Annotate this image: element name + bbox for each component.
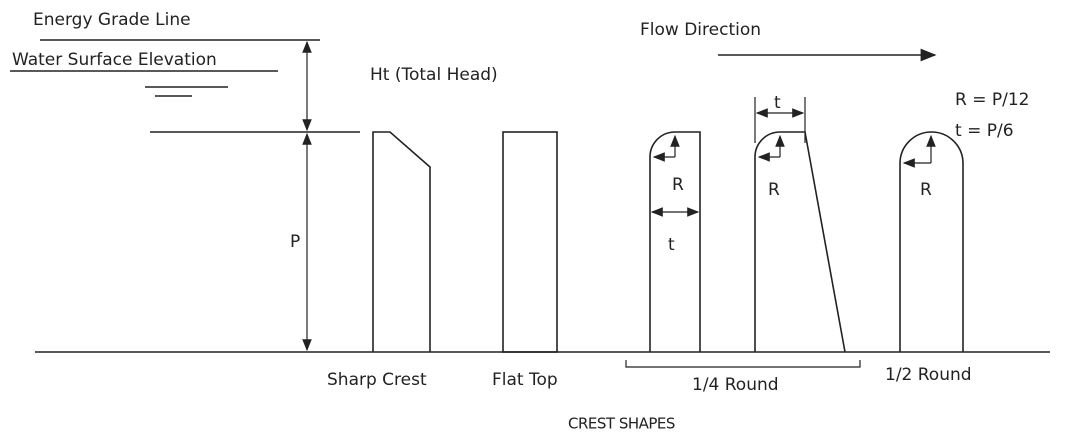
- formula: t = P/6: [955, 121, 1014, 141]
- crest-label: Flat Top: [492, 370, 558, 390]
- energy-grade-label: Energy Grade Line: [33, 10, 191, 30]
- total-head-label: Ht (Total Head): [370, 65, 498, 85]
- height-label: P: [290, 232, 300, 252]
- half-round-crest: [899, 131, 964, 352]
- thickness-label: t: [774, 93, 781, 113]
- water-surface-label: Water Surface Elevation: [12, 50, 217, 70]
- caption: CREST SHAPES: [568, 415, 675, 433]
- quarter-round-crest: [754, 131, 846, 353]
- crest-label: 1/2 Round: [885, 365, 972, 385]
- quarter-round-crest: [649, 131, 701, 352]
- radius-label: R: [920, 180, 932, 200]
- radius-label: R: [768, 180, 780, 200]
- group-bracket: [625, 360, 861, 368]
- crest-label: Sharp Crest: [327, 370, 427, 390]
- sharp-crest: [372, 131, 431, 352]
- formula: R = P/12: [955, 90, 1029, 110]
- radius-label: R: [672, 175, 684, 195]
- flat-top: [502, 131, 558, 353]
- crest-label: 1/4 Round: [692, 375, 779, 395]
- thickness-label: t: [668, 235, 675, 255]
- flow-direction-label: Flow Direction: [640, 20, 761, 40]
